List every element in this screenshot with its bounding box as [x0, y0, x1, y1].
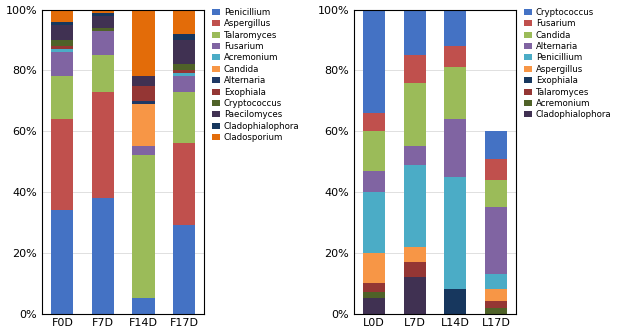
- Bar: [404, 82, 426, 146]
- Bar: [91, 10, 114, 13]
- Bar: [132, 156, 154, 298]
- Bar: [91, 16, 114, 28]
- Bar: [132, 86, 154, 101]
- Bar: [363, 292, 385, 298]
- Bar: [132, 101, 154, 104]
- Bar: [363, 283, 385, 292]
- Bar: [91, 55, 114, 92]
- Bar: [173, 64, 195, 70]
- Bar: [91, 31, 114, 55]
- Bar: [51, 52, 74, 76]
- Bar: [132, 76, 154, 86]
- Bar: [404, 55, 426, 82]
- Bar: [132, 146, 154, 156]
- Bar: [485, 180, 507, 207]
- Legend: Cryptococcus, Fusarium, Candida, Alternaria, Penicillium, Aspergillus, Exophiala: Cryptococcus, Fusarium, Candida, Alterna…: [523, 8, 611, 120]
- Bar: [51, 22, 74, 25]
- Bar: [132, 10, 154, 76]
- Bar: [485, 301, 507, 308]
- Bar: [485, 159, 507, 180]
- Bar: [173, 143, 195, 225]
- Bar: [173, 92, 195, 143]
- Bar: [363, 253, 385, 283]
- Bar: [51, 40, 74, 46]
- Bar: [363, 10, 385, 113]
- Bar: [363, 298, 385, 314]
- Bar: [51, 49, 74, 52]
- Bar: [51, 10, 74, 22]
- Bar: [485, 274, 507, 289]
- Bar: [173, 10, 195, 34]
- Bar: [444, 289, 467, 314]
- Bar: [363, 171, 385, 192]
- Bar: [363, 113, 385, 131]
- Bar: [173, 34, 195, 40]
- Bar: [444, 119, 467, 177]
- Bar: [51, 119, 74, 210]
- Bar: [485, 308, 507, 314]
- Bar: [363, 192, 385, 253]
- Bar: [404, 165, 426, 247]
- Bar: [91, 198, 114, 314]
- Bar: [51, 25, 74, 40]
- Bar: [444, 67, 467, 119]
- Bar: [173, 225, 195, 314]
- Bar: [91, 92, 114, 198]
- Bar: [404, 277, 426, 314]
- Bar: [404, 10, 426, 55]
- Bar: [132, 298, 154, 314]
- Bar: [173, 40, 195, 64]
- Bar: [132, 104, 154, 146]
- Bar: [404, 262, 426, 277]
- Bar: [173, 76, 195, 92]
- Bar: [363, 131, 385, 171]
- Bar: [444, 10, 467, 46]
- Bar: [444, 177, 467, 289]
- Bar: [51, 46, 74, 49]
- Bar: [444, 46, 467, 67]
- Bar: [91, 28, 114, 31]
- Bar: [485, 131, 507, 159]
- Bar: [51, 210, 74, 314]
- Bar: [485, 289, 507, 301]
- Bar: [173, 73, 195, 76]
- Bar: [173, 70, 195, 73]
- Bar: [404, 247, 426, 262]
- Bar: [485, 207, 507, 274]
- Legend: Penicillium, Aspergillus, Talaromyces, Fusarium, Acremonium, Candida, Alternaria: Penicillium, Aspergillus, Talaromyces, F…: [212, 8, 300, 142]
- Bar: [404, 146, 426, 165]
- Bar: [51, 76, 74, 119]
- Bar: [91, 13, 114, 16]
